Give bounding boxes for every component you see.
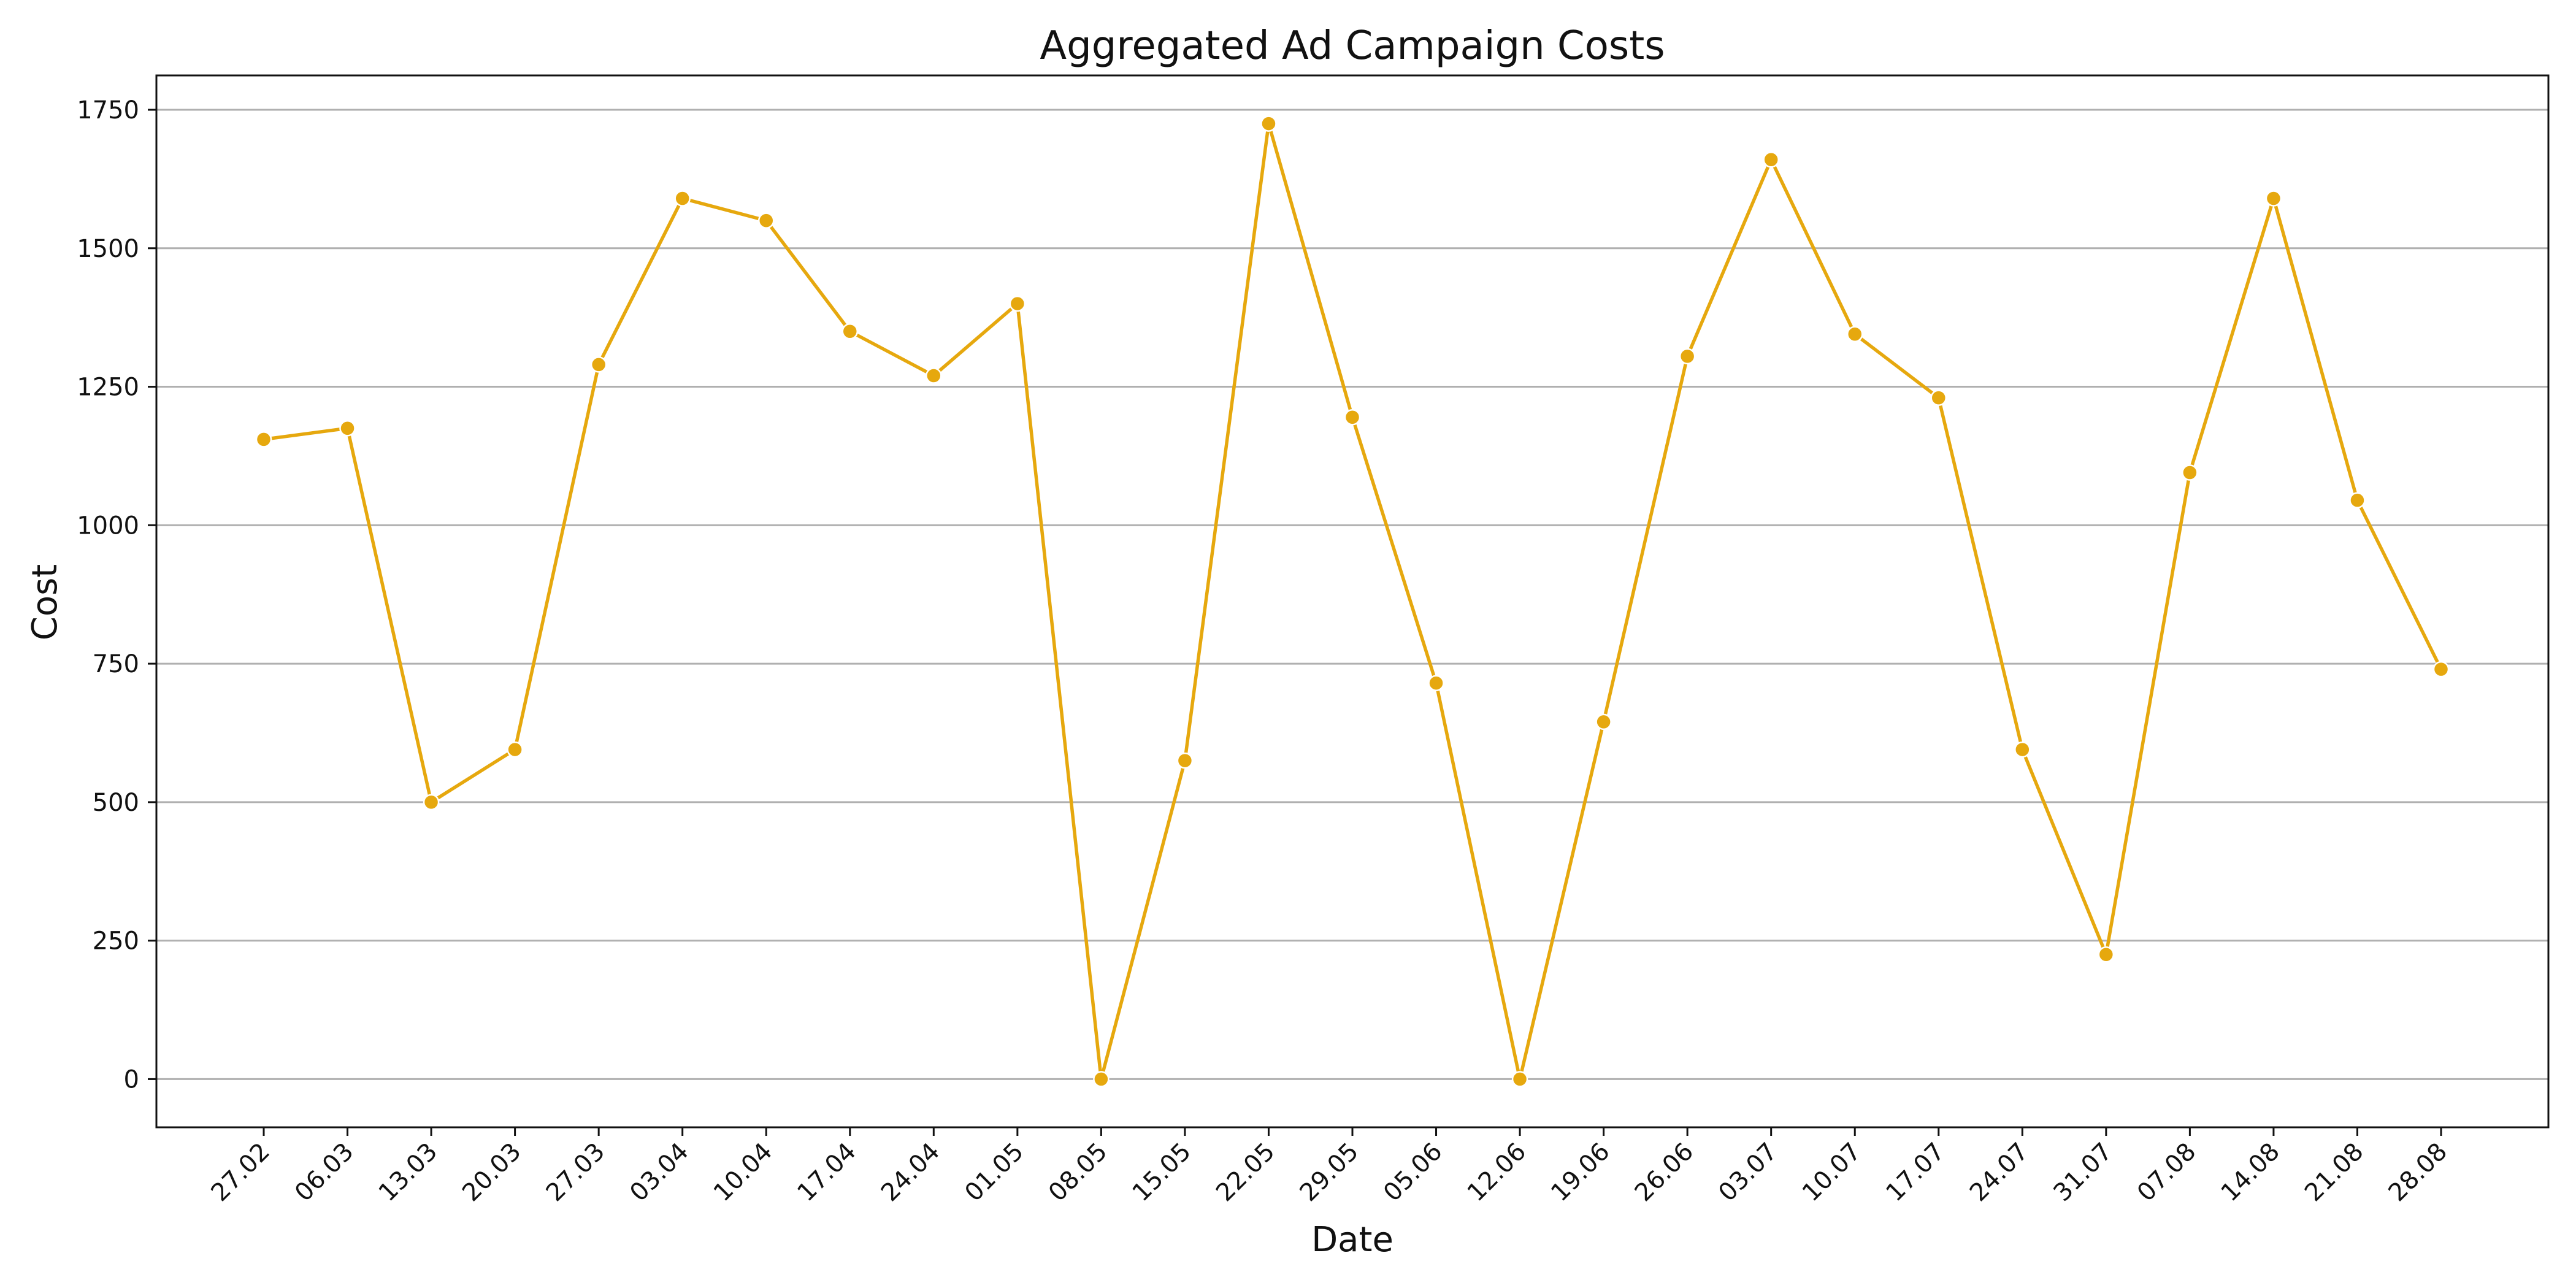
data-point-22.05 (1260, 115, 1277, 132)
gridlines (156, 109, 2548, 1080)
y-tick-label-1250: 1250 (77, 374, 139, 402)
y-tick-label-1750: 1750 (77, 96, 139, 125)
data-point-03.07 (1763, 151, 1779, 168)
data-point-13.03 (423, 794, 440, 811)
data-point-20.03 (507, 741, 523, 758)
y-axis-label: Cost (25, 564, 65, 641)
data-point-06.03 (339, 420, 356, 437)
data-point-17.04 (841, 323, 859, 340)
y-tick-label-250: 250 (93, 927, 139, 956)
data-point-14.08 (2265, 190, 2282, 207)
x-axis-label: Date (1311, 1220, 1393, 1260)
y-tick-label-1500: 1500 (77, 235, 139, 263)
data-point-01.05 (1009, 295, 1026, 312)
data-point-26.06 (1679, 348, 1696, 365)
data-point-27.03 (590, 356, 607, 373)
data-point-07.08 (2182, 464, 2198, 481)
data-point-03.04 (674, 190, 691, 207)
data-point-10.04 (757, 212, 775, 229)
chart-title: Aggregated Ad Campaign Costs (1040, 23, 1665, 69)
data-point-05.06 (1428, 675, 1444, 691)
data-point-29.05 (1344, 408, 1361, 426)
data-point-27.02 (255, 431, 272, 448)
series-markers (255, 115, 2450, 1087)
y-tick-label-0: 0 (124, 1065, 139, 1094)
data-point-08.05 (1093, 1071, 1110, 1087)
data-point-12.06 (1511, 1071, 1528, 1087)
y-tick-label-750: 750 (93, 650, 139, 678)
data-point-10.07 (1846, 326, 1863, 343)
data-point-28.08 (2432, 661, 2450, 678)
data-point-24.04 (926, 367, 942, 384)
y-tick-label-500: 500 (93, 789, 139, 817)
data-point-31.07 (2098, 946, 2115, 963)
y-axis-ticks: 0 250 500 750 1000 1250 1500 1750 (77, 96, 156, 1094)
data-point-17.07 (1930, 389, 1947, 406)
data-point-21.08 (2349, 492, 2366, 508)
data-point-15.05 (1176, 752, 1194, 769)
data-point-19.06 (1595, 713, 1612, 730)
y-tick-label-1000: 1000 (77, 512, 139, 540)
data-point-24.07 (2014, 741, 2031, 758)
